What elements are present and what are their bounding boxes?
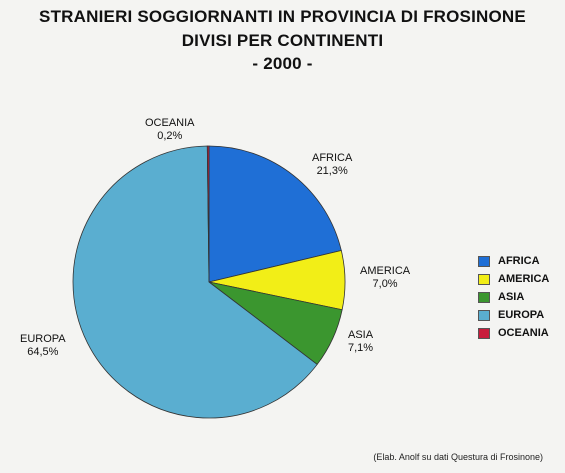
legend-item-oceania: OCEANIA <box>478 324 549 342</box>
legend-item-america: AMERICA <box>478 270 549 288</box>
pie-slice-europa <box>72 145 318 419</box>
label-asia: ASIA 7,1% <box>348 329 373 355</box>
legend-swatch-oceania <box>478 327 490 339</box>
legend-item-europa: EUROPA <box>478 306 549 324</box>
legend-swatch-africa <box>478 255 490 267</box>
legend-label-asia: ASIA <box>498 291 525 303</box>
chart-title-line-2: DIVISI PER CONTINENTI <box>181 31 384 50</box>
label-asia-name: ASIA <box>348 329 374 341</box>
legend-swatch-europa <box>478 309 490 321</box>
label-oceania-name: OCEANIA <box>145 117 195 129</box>
source-note: (Elab. Anolf su dati Questura di Frosino… <box>373 452 543 462</box>
label-oceania: OCEANIA 0,2% <box>145 117 195 143</box>
label-america-value: 7,0% <box>372 278 398 290</box>
label-africa-name: AFRICA <box>312 152 353 164</box>
legend-item-africa: AFRICA <box>478 252 549 270</box>
label-africa-value: 21,3% <box>316 165 348 177</box>
legend-swatch-america <box>478 273 490 285</box>
chart-title-line-1: STRANIERI SOGGIORNANTI IN PROVINCIA DI F… <box>39 7 526 26</box>
chart-title-line-3: - 2000 - <box>252 54 313 73</box>
pie-slice-oceania <box>206 145 210 283</box>
label-europa-name: EUROPA <box>20 333 66 345</box>
legend-swatch-asia <box>478 291 490 303</box>
label-oceania-value: 0,2% <box>157 130 183 142</box>
label-america: AMERICA 7,0% <box>360 265 410 291</box>
legend: AFRICA AMERICA ASIA EUROPA OCEANIA <box>478 252 549 342</box>
legend-label-america: AMERICA <box>498 273 550 285</box>
label-europa-value: 64,5% <box>27 346 59 358</box>
legend-label-africa: AFRICA <box>498 255 540 267</box>
legend-item-asia: ASIA <box>478 288 549 306</box>
legend-label-europa: EUROPA <box>498 309 545 321</box>
label-america-name: AMERICA <box>360 265 411 277</box>
pie-slice-africa <box>208 145 342 283</box>
label-asia-value: 7,1% <box>348 342 374 354</box>
legend-label-oceania: OCEANIA <box>498 327 549 339</box>
label-europa: EUROPA 64,5% <box>20 333 66 359</box>
label-africa: AFRICA 21,3% <box>312 152 352 178</box>
